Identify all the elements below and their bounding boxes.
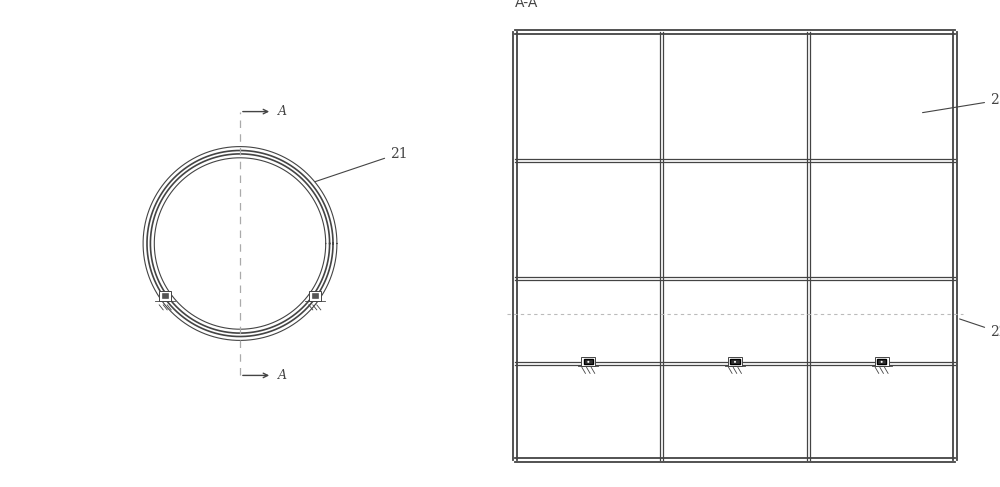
Text: A: A [278, 369, 287, 382]
Circle shape [734, 361, 736, 363]
FancyBboxPatch shape [162, 293, 168, 299]
Text: 22: 22 [960, 319, 1000, 339]
FancyBboxPatch shape [728, 357, 742, 366]
FancyBboxPatch shape [159, 291, 171, 301]
FancyBboxPatch shape [312, 293, 318, 299]
Circle shape [587, 361, 589, 363]
FancyBboxPatch shape [875, 357, 889, 366]
FancyBboxPatch shape [581, 357, 595, 366]
Circle shape [881, 361, 883, 363]
FancyBboxPatch shape [584, 359, 593, 364]
Text: 21: 21 [923, 93, 1000, 112]
Text: 21: 21 [315, 147, 408, 182]
Text: A: A [278, 105, 287, 118]
FancyBboxPatch shape [877, 359, 886, 364]
FancyBboxPatch shape [309, 291, 321, 301]
Text: A-A: A-A [515, 0, 538, 10]
FancyBboxPatch shape [730, 359, 740, 364]
